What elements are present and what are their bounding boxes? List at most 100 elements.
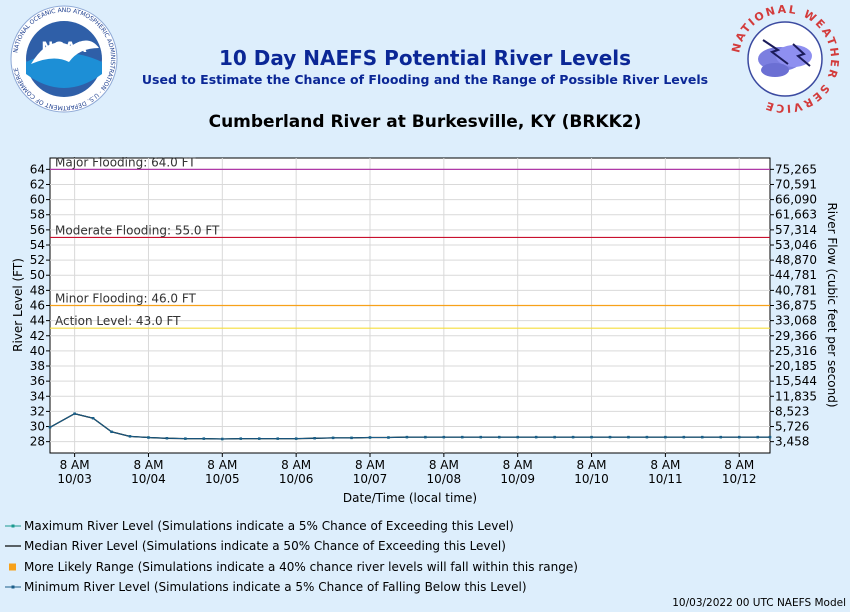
x-tick-label-time: 8 AM <box>60 458 90 472</box>
y-tick-label: 56 <box>30 223 45 237</box>
series-point <box>73 412 76 415</box>
x-tick-label-date: 10/09 <box>500 472 535 486</box>
y-tick-label: 32 <box>30 404 45 418</box>
series-point <box>645 435 649 439</box>
series-point <box>350 436 353 440</box>
threshold-label: Moderate Flooding: 55.0 FT <box>55 223 220 237</box>
y2-tick-label: 25,316 <box>775 344 817 358</box>
x-tick-label-date: 10/11 <box>648 472 683 486</box>
x-tick-label-date: 10/03 <box>57 472 92 486</box>
x-tick-label-date: 10/05 <box>205 472 240 486</box>
series-point <box>276 437 279 440</box>
x-tick-label-time: 8 AM <box>133 458 163 472</box>
y-tick-label: 30 <box>30 420 45 434</box>
y2-tick-label: 3,458 <box>775 435 809 449</box>
series-point <box>405 435 409 439</box>
x-tick-label-date: 10/12 <box>722 472 757 486</box>
x-tick-label-time: 8 AM <box>207 458 237 472</box>
y2-tick-label: 57,314 <box>775 223 817 237</box>
series-point <box>294 437 298 440</box>
series-point <box>442 435 446 439</box>
y-tick-label: 40 <box>30 344 45 358</box>
series-point <box>664 435 667 439</box>
legend-item-minimum: Minimum River Level (Simulations indicat… <box>4 577 578 597</box>
y-tick-label: 36 <box>30 374 45 388</box>
x-tick-label-time: 8 AM <box>429 458 459 472</box>
series-point <box>590 435 593 439</box>
y2-tick-label: 53,046 <box>775 238 817 252</box>
series-point <box>184 437 187 440</box>
series-point <box>756 435 759 439</box>
series-point <box>221 437 224 441</box>
series-point <box>147 436 150 439</box>
threshold-label: Major Flooding: 64.0 FT <box>55 155 196 169</box>
legend-symbol-minimum <box>5 585 21 589</box>
y-tick-label: 52 <box>30 253 45 267</box>
x-tick-label-time: 8 AM <box>724 458 754 472</box>
series-point <box>738 435 741 439</box>
model-run-footer: 10/03/2022 00 UTC NAEFS Model <box>672 597 846 609</box>
noaa-logo-text: NOAA <box>42 40 87 56</box>
series-point <box>516 435 519 439</box>
series-point <box>239 437 242 440</box>
legend: Maximum River Level (Simulations indicat… <box>4 516 578 597</box>
y-tick-label: 48 <box>30 283 45 297</box>
x-axis-title: Date/Time (local time) <box>343 491 477 505</box>
series-point <box>768 435 772 439</box>
x-tick-label-time: 8 AM <box>650 458 680 472</box>
page-title: 10 Day NAEFS Potential River Levels <box>218 46 632 70</box>
series-point <box>571 435 575 439</box>
series-point <box>313 437 316 440</box>
y-tick-label: 44 <box>30 314 45 328</box>
series-point <box>128 435 132 438</box>
y-tick-label: 60 <box>30 193 45 207</box>
series-point <box>331 436 335 440</box>
y-axis-title: River Level (FT) <box>11 258 25 352</box>
threshold-label: Action Level: 43.0 FT <box>55 314 181 328</box>
legend-item-range: More Likely Range (Simulations indicate … <box>4 557 578 577</box>
series-point <box>608 435 612 439</box>
legend-label-range: More Likely Range (Simulations indicate … <box>24 559 578 574</box>
series-point <box>91 417 95 420</box>
series-point <box>165 437 169 440</box>
y2-tick-label: 33,068 <box>775 314 817 328</box>
y-tick-label: 38 <box>30 359 45 373</box>
y-tick-label: 42 <box>30 329 45 343</box>
y-tick-label: 62 <box>30 177 45 191</box>
x-tick-label-date: 10/06 <box>279 472 314 486</box>
series-line <box>49 413 770 440</box>
x-tick-label-time: 8 AM <box>355 458 385 472</box>
y2-tick-label: 11,835 <box>775 389 817 403</box>
x-tick-label-date: 10/10 <box>574 472 609 486</box>
x-tick-label-time: 8 AM <box>503 458 533 472</box>
series-point <box>110 430 113 434</box>
series-point <box>682 435 686 439</box>
series-point <box>368 436 372 439</box>
y-tick-label: 58 <box>30 208 45 222</box>
y-tick-label: 28 <box>30 435 45 449</box>
legend-label-minimum: Minimum River Level (Simulations indicat… <box>24 580 527 595</box>
y-tick-label: 34 <box>30 389 45 403</box>
page-subtitle: Used to Estimate the Chance of Flooding … <box>141 72 709 87</box>
x-tick-label-time: 8 AM <box>281 458 311 472</box>
threshold-label: Minor Flooding: 46.0 FT <box>55 292 197 306</box>
y2-tick-label: 61,663 <box>775 208 817 222</box>
site-title: Cumberland River at Burkesville, KY (BRK… <box>208 112 642 132</box>
series-point <box>461 435 464 439</box>
y-tick-label: 46 <box>30 299 45 313</box>
x-tick-label-date: 10/07 <box>353 472 388 486</box>
y2-tick-label: 8,523 <box>775 404 809 418</box>
y2-tick-label: 70,591 <box>775 177 817 191</box>
y2-tick-label: 5,726 <box>775 420 809 434</box>
x-tick-label-time: 8 AM <box>577 458 607 472</box>
noaa-logo: NATIONAL OCEANIC AND ATMOSPHERIC ADMINIS… <box>10 5 118 113</box>
series-point <box>424 435 427 439</box>
legend-item-maximum: Maximum River Level (Simulations indicat… <box>4 516 578 536</box>
legend-symbol-range <box>9 563 16 571</box>
y2-tick-label: 66,090 <box>775 193 817 207</box>
series-point <box>719 435 722 439</box>
y-tick-label: 50 <box>30 268 45 282</box>
series-point <box>202 437 206 440</box>
series-point <box>498 435 501 439</box>
y2-tick-label: 29,366 <box>775 329 817 343</box>
